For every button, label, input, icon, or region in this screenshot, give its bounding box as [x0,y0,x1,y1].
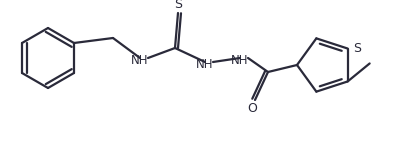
Text: S: S [352,42,360,55]
Text: NH: NH [131,54,148,66]
Text: O: O [247,103,256,115]
Text: NH: NH [196,58,213,70]
Text: S: S [174,0,182,12]
Text: NH: NH [231,54,248,66]
